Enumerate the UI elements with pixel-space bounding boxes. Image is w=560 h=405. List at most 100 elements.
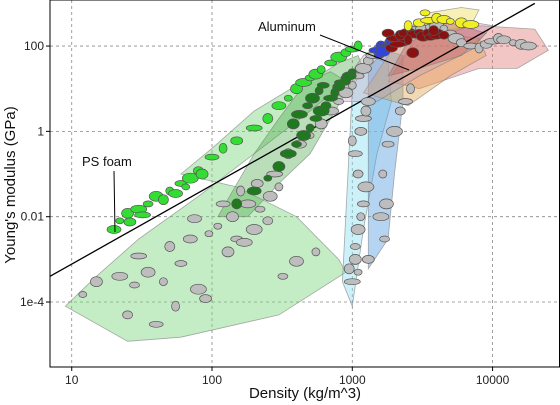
data-point	[347, 135, 357, 147]
material-region	[64, 71, 347, 342]
data-point	[187, 214, 202, 224]
data-point	[129, 281, 140, 289]
annotation-label: Aluminum	[258, 19, 316, 34]
data-point	[195, 168, 209, 180]
data-point	[262, 113, 274, 124]
y-tick-label: 1	[37, 124, 44, 138]
data-point	[378, 169, 388, 179]
data-point	[274, 182, 284, 192]
data-point	[394, 106, 406, 116]
data-point	[283, 94, 293, 102]
data-point	[171, 300, 180, 312]
data-point	[123, 217, 137, 227]
y-tick-label: 1e-4	[20, 295, 44, 309]
data-point	[199, 294, 212, 303]
data-point	[520, 41, 537, 51]
data-point	[379, 198, 394, 210]
data-point	[134, 211, 151, 219]
data-point	[246, 186, 262, 196]
data-point	[272, 161, 286, 172]
data-point	[352, 169, 364, 179]
data-point	[226, 211, 239, 223]
data-point	[403, 20, 413, 32]
data-point	[372, 212, 390, 222]
y-tick-label: 100	[24, 39, 44, 53]
data-point	[106, 225, 122, 234]
data-point	[254, 205, 266, 213]
data-point	[213, 222, 223, 230]
data-point	[174, 260, 188, 267]
x-tick-label: 10	[65, 373, 79, 387]
data-points	[78, 9, 537, 328]
data-point	[168, 189, 183, 198]
data-point	[90, 276, 103, 288]
data-point	[324, 59, 337, 67]
data-point	[130, 252, 148, 260]
data-point	[78, 291, 88, 298]
data-point	[350, 224, 366, 235]
data-point	[361, 255, 375, 264]
data-point	[343, 263, 355, 275]
data-point	[115, 217, 125, 225]
data-point	[354, 127, 368, 136]
data-point	[398, 98, 413, 105]
data-point	[236, 185, 245, 197]
data-point	[349, 243, 361, 250]
data-point	[311, 247, 321, 257]
data-point	[386, 126, 403, 137]
data-point	[360, 105, 372, 117]
annotation-leader	[113, 170, 116, 233]
data-point	[355, 63, 372, 74]
y-axis-label: Young's modulus (GPa)	[2, 106, 19, 263]
data-point	[235, 238, 253, 247]
data-point	[159, 277, 168, 287]
data-point	[182, 234, 198, 244]
data-point	[239, 199, 257, 209]
x-tick-label: 100	[202, 373, 222, 387]
x-tick-label: 1000	[339, 373, 366, 387]
plot-area: Aluminum PS foam	[49, 0, 560, 368]
data-point	[148, 320, 164, 328]
data-point	[142, 200, 154, 208]
data-point	[445, 17, 455, 25]
data-point	[302, 102, 313, 110]
annotations: Aluminum PS foam	[82, 19, 410, 233]
data-point	[419, 9, 431, 17]
data-point	[320, 101, 332, 111]
annotation-leader	[319, 34, 410, 71]
data-point	[357, 181, 375, 193]
data-point	[204, 230, 214, 238]
data-point	[496, 35, 512, 45]
plot-background	[50, 0, 560, 367]
data-point	[355, 115, 372, 122]
data-point	[381, 140, 395, 148]
data-point	[221, 246, 235, 258]
x-axis-label: Density (kg/m^3)	[249, 385, 361, 402]
data-point	[353, 268, 363, 276]
y-axis-ticks: 1e-4 0.01 1 100	[20, 39, 50, 309]
data-point	[215, 200, 231, 208]
annotation-label: PS foam	[82, 154, 132, 169]
data-point	[357, 200, 370, 208]
data-point	[305, 92, 320, 104]
data-point	[356, 212, 366, 222]
data-point	[296, 130, 311, 141]
data-point	[428, 25, 439, 36]
data-point	[204, 153, 220, 161]
data-point	[389, 40, 406, 48]
y-tick-label: 0.01	[21, 210, 45, 224]
data-point	[406, 47, 420, 59]
data-point	[250, 179, 264, 188]
data-point	[462, 20, 480, 29]
data-point	[316, 65, 326, 74]
data-point	[403, 34, 413, 46]
data-point	[291, 140, 302, 148]
data-point	[190, 283, 207, 295]
data-point	[438, 30, 450, 40]
data-point	[218, 142, 228, 154]
x-tick-label: 10000	[476, 373, 510, 387]
data-point	[140, 266, 156, 278]
data-point	[289, 255, 304, 267]
data-point	[343, 278, 361, 286]
